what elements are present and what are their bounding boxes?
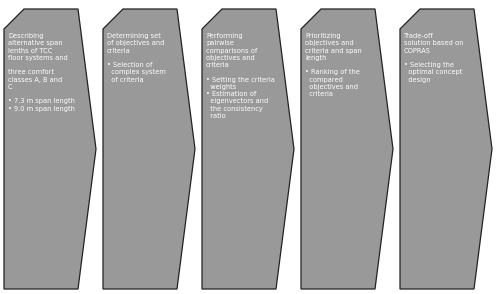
Polygon shape bbox=[301, 9, 393, 289]
Text: Trade-off
solution based on
COPRAS

• Selecting the
  optimal concept
  design: Trade-off solution based on COPRAS • Sel… bbox=[404, 33, 464, 83]
Polygon shape bbox=[103, 9, 195, 289]
Text: Describing
alternative span
lenths of TCC
floor systems and

three comfort
class: Describing alternative span lenths of TC… bbox=[8, 33, 75, 111]
Polygon shape bbox=[400, 9, 492, 289]
Polygon shape bbox=[202, 9, 294, 289]
Polygon shape bbox=[4, 9, 96, 289]
Text: Determining set
of objectives and
criteria

• Selection of
  complex system
  of: Determining set of objectives and criter… bbox=[107, 33, 166, 83]
Text: Prioritizing
objectives and
criteria and span
length

• Ranking of the
  compare: Prioritizing objectives and criteria and… bbox=[305, 33, 362, 97]
Text: Performing
pairwise
comparisons of
objectives and
criteria

• Setting the criter: Performing pairwise comparisons of objec… bbox=[206, 33, 275, 119]
